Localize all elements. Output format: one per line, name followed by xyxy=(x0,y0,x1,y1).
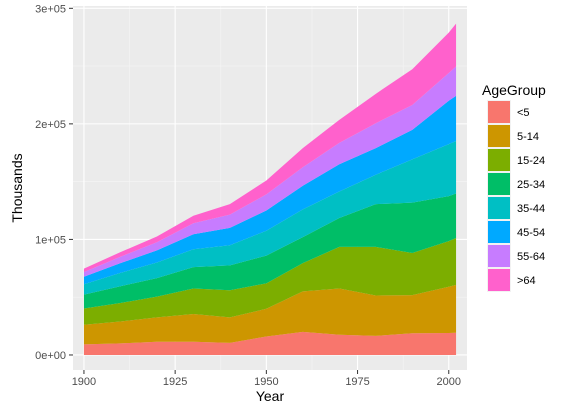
area-series-<5 xyxy=(83,331,457,355)
legend-swatch-<5 xyxy=(488,101,510,123)
legend-swatch-5-14 xyxy=(488,125,510,147)
x-tick-label: 1975 xyxy=(345,376,369,388)
area-series-25-34 xyxy=(83,193,457,309)
legend-swatch->64 xyxy=(488,269,510,291)
legend-label: 35-44 xyxy=(517,203,545,215)
x-tick-label: 1925 xyxy=(163,376,187,388)
legend-swatch-15-24 xyxy=(488,149,510,171)
x-tick-label: 2000 xyxy=(437,376,461,388)
legend-swatch-45-54 xyxy=(488,221,510,243)
area-series-45-54 xyxy=(83,95,457,285)
legend-swatch-35-44 xyxy=(488,197,510,219)
x-tick-label: 1950 xyxy=(254,376,278,388)
area-series-35-44 xyxy=(83,140,457,295)
legend-label: <5 xyxy=(517,107,530,119)
x-axis-title: Year xyxy=(256,388,285,404)
area-series-15-24 xyxy=(83,238,457,325)
y-tick-label: 3e+05 xyxy=(35,3,66,15)
y-axis: 0e+00 1e+05 2e+05 3e+05 xyxy=(35,3,73,362)
x-axis: 1900 1925 1950 1975 2000 xyxy=(72,370,461,388)
legend-swatch-25-34 xyxy=(488,173,510,195)
legend-swatch-55-64 xyxy=(488,245,510,267)
legend-label: 55-64 xyxy=(517,251,545,263)
y-axis-title: Thousands xyxy=(9,153,25,222)
legend-title: AgeGroup xyxy=(482,82,546,98)
area-series-5-14 xyxy=(83,284,457,345)
legend-label: 25-34 xyxy=(517,179,545,191)
legend-label: 45-54 xyxy=(517,227,545,239)
legend-label: 15-24 xyxy=(517,155,545,167)
legend-label: >64 xyxy=(517,275,536,287)
legend: AgeGroup <5 5-14 15-24 25-34 35-44 45-54 55-64… xyxy=(482,82,546,292)
x-tick-label: 1900 xyxy=(72,376,96,388)
area-layers xyxy=(83,23,457,355)
y-tick-label: 2e+05 xyxy=(35,119,66,131)
y-tick-label: 0e+00 xyxy=(35,350,66,362)
legend-label: 5-14 xyxy=(517,131,539,143)
y-tick-label: 1e+05 xyxy=(35,234,66,246)
